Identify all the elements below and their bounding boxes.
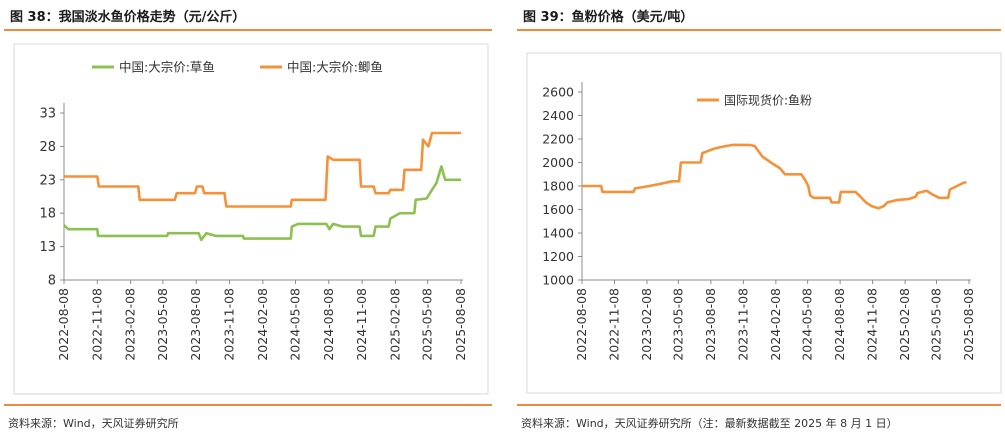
x-tick-label: 2023-08-08 [703, 288, 718, 361]
y-tick-label: 1400 [542, 226, 574, 241]
left-top-rule [4, 29, 492, 31]
x-tick-label: 2025-08-08 [453, 288, 468, 361]
x-tick-label: 2024-02-08 [768, 288, 783, 361]
y-tick-label: 2200 [542, 132, 574, 147]
y-tick-label: 33 [39, 107, 56, 122]
x-tick-label: 2023-05-08 [155, 288, 170, 361]
fishmeal-price-chart: 1000 1200 1400 1600 1800 2000 2200 2400 2600 2022… [526, 52, 1002, 394]
x-tick-label: 2025-05-08 [929, 288, 944, 361]
freshwater-fish-price-chart: 8 13 18 23 28 33 2022-08-08 2022-11-08 2023-02-0… [13, 43, 489, 395]
x-tick-label: 2022-08-08 [56, 288, 71, 361]
chart-frame [13, 43, 489, 395]
right-bottom-rule [517, 404, 1001, 406]
x-tick-label: 2025-08-08 [961, 288, 976, 361]
y-tick-label: 1600 [542, 202, 574, 217]
chart-frame [526, 52, 1002, 394]
left-source-note: 资料来源：Wind，天风证券研究所 [8, 417, 179, 430]
y-tick-label: 13 [39, 240, 56, 255]
x-tick-label: 2022-08-08 [574, 288, 589, 361]
legend-label-2: 中国:大宗价:鲫鱼 [287, 60, 383, 75]
y-tick-label: 2000 [542, 155, 574, 170]
left-figure-title: 图 38：我国淡水鱼价格走势（元/公斤） [10, 10, 246, 25]
y-tick-label: 18 [39, 207, 56, 222]
y-tick-label: 1800 [542, 179, 574, 194]
right-top-rule [517, 29, 1001, 31]
right-source-note: 资料来源：Wind，天风证券研究所（注：最新数据截至 2025 年 8 月 1 … [521, 417, 898, 430]
y-tick-label: 23 [39, 173, 56, 188]
legend-label-1: 国际现货价:鱼粉 [724, 93, 812, 108]
right-figure-title: 图 39：鱼粉价格（美元/吨） [523, 10, 694, 25]
y-tick-label: 2600 [542, 85, 574, 100]
x-tick-label: 2022-11-08 [606, 288, 621, 361]
series-line-1 [582, 143, 967, 210]
left-figure: 图 38：我国淡水鱼价格走势（元/公斤） 8 13 18 23 28 33 2022-08-… [0, 0, 492, 436]
x-tick-label: 2024-08-08 [832, 288, 847, 361]
left-bottom-rule [4, 404, 492, 406]
x-tick-label: 2022-11-08 [89, 288, 104, 361]
x-tick-label: 2023-11-08 [735, 288, 750, 361]
x-tick-label: 2023-11-08 [222, 288, 237, 361]
y-tick-label: 1200 [542, 249, 574, 264]
x-tick-label: 2025-05-08 [420, 288, 435, 361]
right-figure: 图 39：鱼粉价格（美元/吨） 1000 1200 1400 1600 1800 2000… [513, 0, 1005, 436]
x-tick-label: 2023-08-08 [188, 288, 203, 361]
x-tick-label: 2024-02-08 [255, 288, 270, 361]
x-tick-label: 2023-02-08 [123, 288, 138, 361]
x-tick-label: 2025-02-08 [387, 288, 402, 361]
x-tick-label: 2023-02-08 [639, 288, 654, 361]
x-tick-label: 2024-08-08 [321, 288, 336, 361]
x-tick-label: 2024-11-08 [865, 288, 880, 361]
x-tick-label: 2025-02-08 [897, 288, 912, 361]
x-tick-label: 2024-05-08 [287, 288, 302, 361]
series-line-1 [63, 165, 461, 242]
y-tick-label: 2400 [542, 108, 574, 123]
x-tick-label: 2024-05-08 [800, 288, 815, 361]
x-tick-label: 2023-05-08 [670, 288, 685, 361]
y-tick-label: 8 [48, 274, 56, 289]
series-line-2 [64, 131, 461, 208]
legend-label-1: 中国:大宗价:草鱼 [119, 60, 215, 75]
x-tick-label: 2024-11-08 [354, 288, 369, 361]
y-tick-label: 1000 [542, 273, 574, 288]
y-tick-label: 28 [39, 140, 56, 155]
